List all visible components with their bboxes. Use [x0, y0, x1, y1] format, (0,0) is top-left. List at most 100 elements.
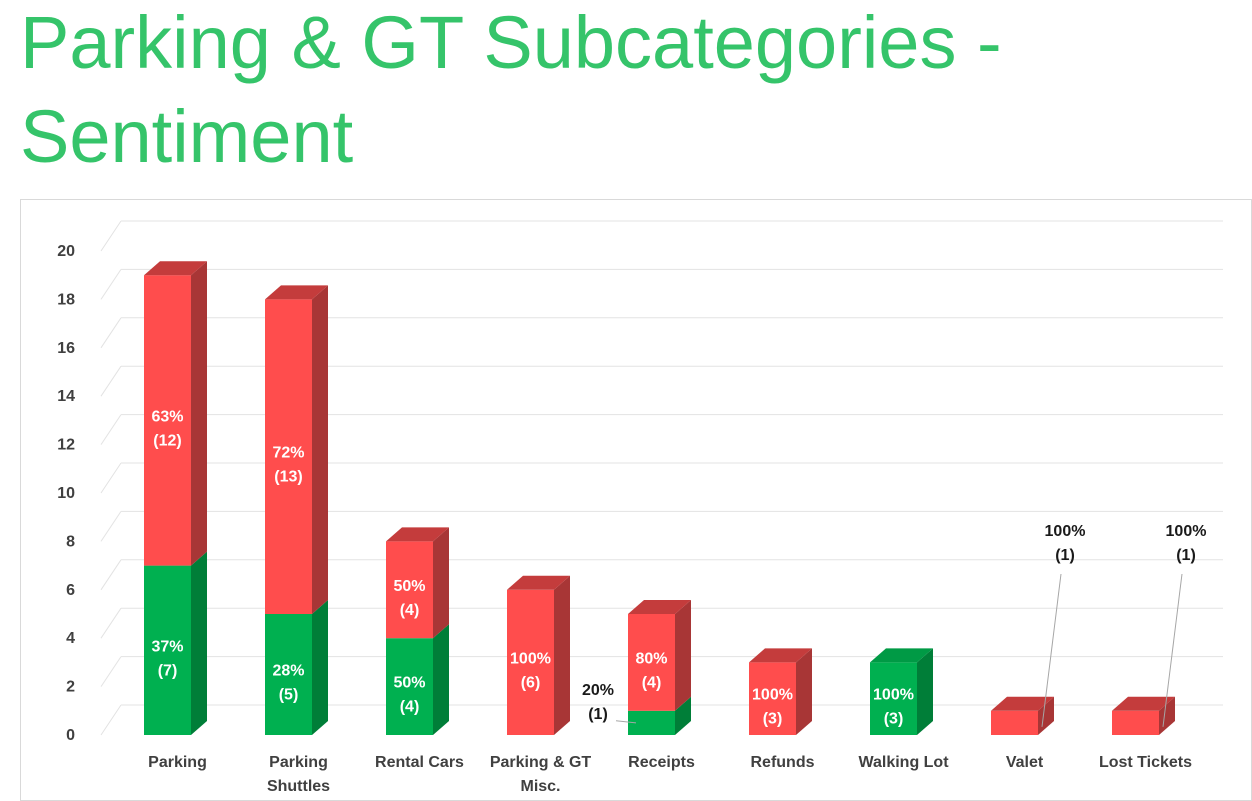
bar-top [870, 648, 933, 663]
y-tick-label: 2 [66, 679, 75, 696]
x-category-label: Lost Tickets [1099, 754, 1192, 771]
gridline-slant [100, 317, 122, 349]
bar-side [191, 551, 207, 735]
gridline-slant [100, 656, 122, 687]
data-label: (4) [400, 602, 420, 619]
y-tick-label: 12 [57, 437, 75, 454]
gridline-slant [100, 365, 122, 397]
bar-front [749, 662, 796, 735]
data-label: (3) [884, 711, 904, 728]
x-category-label: Rental Cars [375, 754, 464, 771]
leader-line [1162, 573, 1183, 727]
bar-side [917, 648, 933, 735]
bar-top [144, 261, 207, 276]
data-label: (5) [279, 687, 299, 704]
bar-segment [144, 261, 207, 566]
bar-top [991, 696, 1054, 711]
gridline-slant [100, 220, 122, 252]
data-label: 50% [393, 578, 425, 595]
bar-front [265, 614, 312, 735]
bar-segment [144, 551, 207, 735]
data-label: (4) [400, 699, 420, 716]
data-label: (1) [1055, 547, 1075, 564]
data-label: (6) [521, 674, 541, 691]
bar-segment [507, 575, 570, 735]
y-tick-label: 6 [66, 582, 75, 599]
x-category-label: Refunds [751, 754, 815, 771]
bar-segment [386, 527, 449, 639]
bar-top [1112, 696, 1175, 711]
y-tick-label: 16 [57, 340, 75, 357]
data-label: 100% [510, 650, 551, 667]
bar-side [433, 527, 449, 639]
bar-segment [628, 600, 691, 711]
gridline-slant [100, 269, 122, 300]
data-label: 80% [635, 650, 667, 667]
bar-front [1112, 710, 1159, 735]
gridline-slant [100, 704, 122, 736]
x-category-label: Parking Shuttles [267, 754, 330, 795]
bar-segment [265, 600, 328, 735]
data-label: (13) [274, 469, 302, 486]
bar-front [265, 299, 312, 614]
gridline-slant [100, 414, 122, 445]
data-label: 63% [151, 408, 183, 425]
bar-front [144, 275, 191, 566]
x-category-label: Walking Lot [858, 754, 949, 771]
data-label: (4) [642, 674, 662, 691]
stacked-bar-chart: 0 2 4 6 8 10 12 14 16 18 20 37% (7) 63% (12) 28% (5) 72%… [57, 220, 1223, 795]
y-axis: 0 2 4 6 8 10 12 14 16 18 20 [57, 243, 75, 744]
bar-front [870, 662, 917, 735]
y-tick-label: 20 [57, 243, 75, 260]
data-label: 20% [582, 682, 614, 699]
y-tick-label: 4 [66, 630, 75, 647]
bar-side [675, 696, 691, 735]
data-label: 100% [1166, 523, 1207, 540]
data-label: 37% [151, 638, 183, 655]
bar-side [554, 575, 570, 735]
chart-frame: 0 2 4 6 8 10 12 14 16 18 20 37% (7) 63% (12) 28% (5) 72%… [20, 199, 1252, 801]
bar-front [628, 614, 675, 711]
gridline-slant [100, 511, 122, 542]
bar-segment [265, 285, 328, 614]
x-axis: Parking Parking Shuttles Rental Cars Parking… [148, 754, 1192, 795]
bar-front [144, 565, 191, 735]
bar-front [386, 638, 433, 735]
bar-front [991, 710, 1038, 735]
chart-title: Parking & GT Subcategories - Sentiment [20, 1, 1002, 178]
y-tick-label: 10 [57, 485, 75, 502]
bar-segment [1112, 696, 1175, 735]
bar-side [433, 624, 449, 735]
gridline-slant [100, 462, 122, 494]
data-label: 100% [873, 687, 914, 704]
data-label: (7) [158, 662, 178, 679]
bar-segment [991, 696, 1054, 735]
data-label: 100% [752, 687, 793, 704]
bar-segment [870, 648, 933, 735]
bar-front [507, 589, 554, 735]
bar-side [312, 600, 328, 735]
bar-top [386, 527, 449, 542]
bars: 37% (7) 63% (12) 28% (5) 72% (13) 50% (4) 50% (4) 10… [144, 261, 1206, 735]
bar-side [796, 648, 812, 735]
y-tick-label: 14 [57, 388, 75, 405]
bar-top [507, 575, 570, 590]
data-label: (1) [1176, 547, 1196, 564]
gridline-slant [100, 559, 122, 591]
leader-line [615, 720, 637, 724]
bar-front [386, 541, 433, 639]
x-category-label: Parking [148, 754, 207, 771]
bar-segment [749, 648, 812, 735]
bar-top [749, 648, 812, 663]
data-label: 100% [1045, 523, 1086, 540]
x-category-label: Valet [1006, 754, 1044, 771]
x-category-label: Parking & GT Misc. [490, 754, 592, 795]
bar-top [628, 600, 691, 614]
data-label: 28% [272, 663, 304, 680]
data-label: 50% [393, 675, 425, 692]
y-tick-label: 0 [66, 727, 75, 744]
y-tick-label: 18 [57, 291, 75, 308]
y-tick-label: 8 [66, 533, 75, 550]
bar-segment [386, 624, 449, 735]
x-category-label: Receipts [628, 754, 695, 771]
